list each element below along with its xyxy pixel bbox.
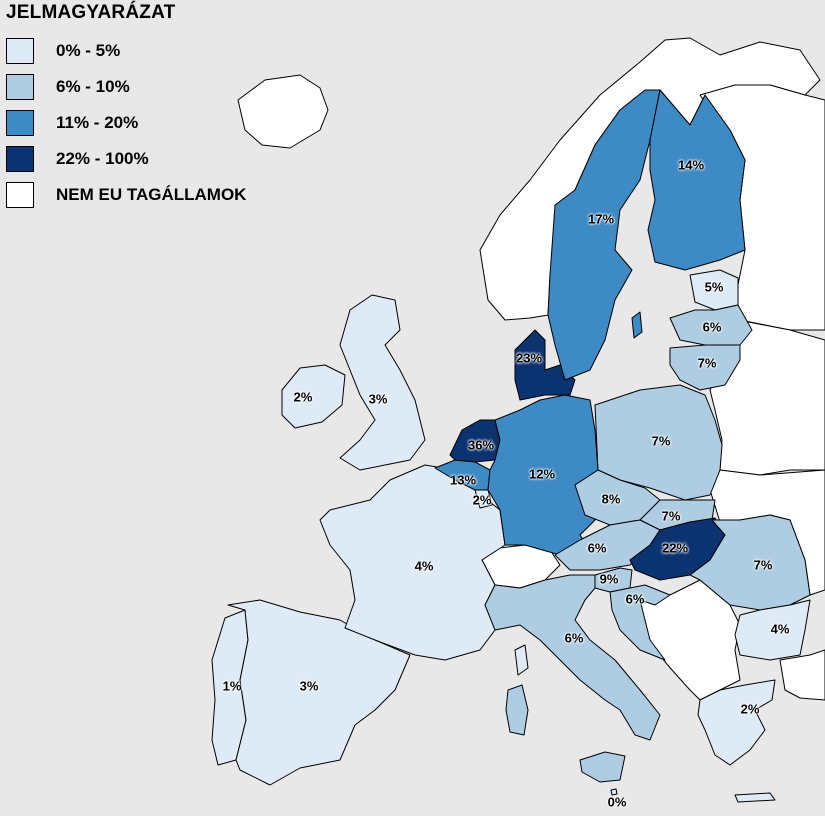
legend-swatch (6, 146, 34, 172)
sardinia-shape (505, 684, 529, 736)
turkey-shape (779, 649, 825, 701)
label-netherlands: 36% (467, 437, 495, 453)
label-germany: 12% (528, 466, 556, 482)
legend-swatch (6, 38, 34, 64)
legend-swatch (6, 110, 34, 136)
ireland-shape (281, 364, 346, 429)
legend-label: NEM EU TAGÁLLAMOK (56, 185, 247, 204)
luxembourg-shape (474, 489, 493, 509)
legend-label: 0% - 5% (56, 41, 121, 60)
eu-countries (211, 89, 811, 803)
label-sweden: 17% (587, 211, 615, 227)
crete-shape (734, 792, 776, 803)
label-france: 4% (414, 558, 434, 574)
lithuania-shape (669, 344, 741, 391)
legend-swatch (6, 74, 34, 100)
label-slovakia: 7% (661, 508, 681, 524)
legend-label: 22% - 100% (56, 149, 149, 168)
label-romania: 7% (753, 557, 773, 573)
legend-item-6-10: 6% - 10% (6, 74, 306, 102)
gotland-shape (631, 311, 643, 339)
legend-item-11-20: 11% - 20% (6, 110, 306, 138)
iceland-shape (237, 74, 329, 149)
sweden-shape (547, 89, 661, 381)
label-czech-republic: 8% (601, 491, 621, 507)
label-latvia: 6% (702, 319, 722, 335)
malta-shape (610, 788, 618, 796)
legend-item-non-eu: NEM EU TAGÁLLAMOK (6, 182, 306, 210)
legend-swatch (6, 182, 34, 208)
sicily-shape (579, 751, 626, 783)
label-austria: 6% (587, 540, 607, 556)
legend-label: 6% - 10% (56, 77, 130, 96)
denmark-shape (514, 329, 576, 401)
bulgaria-shape (734, 599, 811, 661)
label-slovenia: 9% (599, 571, 619, 587)
label-italy: 6% (564, 630, 584, 646)
united-kingdom-shape (339, 294, 426, 471)
label-ireland: 2% (293, 389, 313, 405)
croatia-shape (609, 584, 671, 661)
label-malta: 0% (607, 794, 627, 810)
label-denmark: 23% (515, 350, 543, 366)
italy-shape (484, 574, 661, 741)
corsica-shape (514, 644, 529, 676)
legend-title: JELMAGYARÁZAT (6, 2, 176, 23)
greece-shape (697, 679, 776, 766)
label-united-kingdom: 3% (368, 391, 388, 407)
label-hungary: 22% (661, 540, 689, 556)
label-estonia: 5% (704, 279, 724, 295)
label-belgium: 13% (449, 472, 477, 488)
spain-shape (227, 599, 411, 786)
label-poland: 7% (651, 433, 671, 449)
label-bulgaria: 4% (770, 621, 790, 637)
legend-item-22-100: 22% - 100% (6, 146, 306, 174)
label-luxembourg: 2% (472, 492, 492, 508)
legend-label: 11% - 20% (56, 113, 139, 132)
legend-item-0-5: 0% - 5% (6, 38, 306, 66)
latvia-shape (669, 304, 753, 346)
label-portugal: 1% (222, 678, 242, 694)
label-croatia: 6% (625, 591, 645, 607)
label-finland: 14% (677, 157, 705, 173)
label-greece: 2% (740, 701, 760, 717)
label-spain: 3% (299, 678, 319, 694)
finland-shape (647, 89, 746, 271)
label-lithuania: 7% (697, 355, 717, 371)
